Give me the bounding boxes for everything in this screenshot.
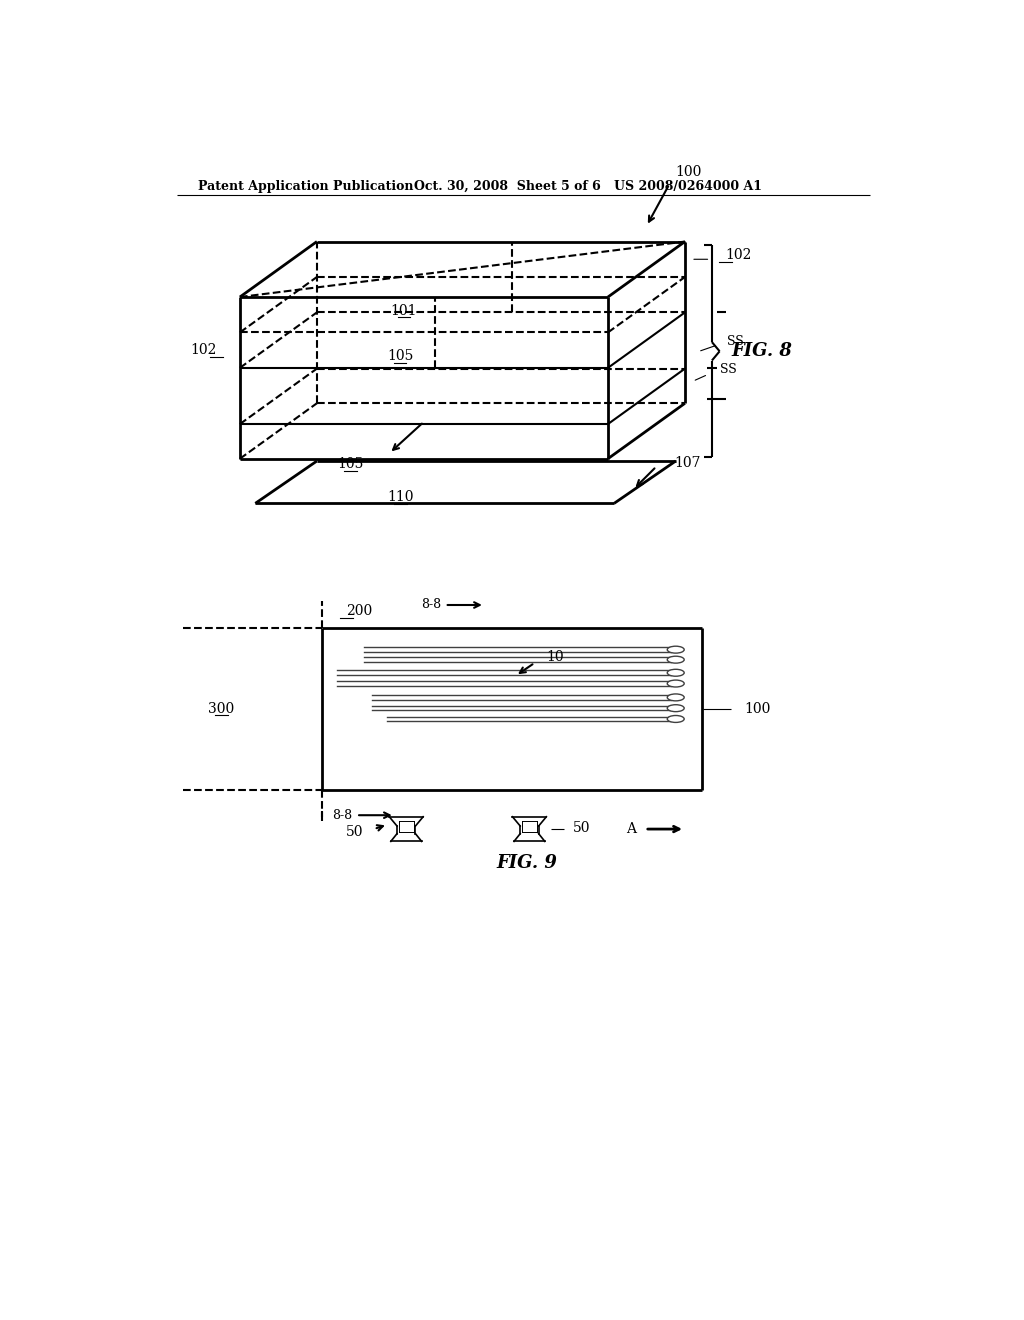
Text: 8-8: 8-8 xyxy=(332,809,352,822)
Ellipse shape xyxy=(668,694,684,701)
Text: 105: 105 xyxy=(338,457,364,471)
Text: FIG. 9: FIG. 9 xyxy=(497,854,557,873)
Text: 8-8: 8-8 xyxy=(421,598,441,611)
Text: 102: 102 xyxy=(726,248,753,263)
Ellipse shape xyxy=(668,705,684,711)
Text: 105: 105 xyxy=(387,350,414,363)
Ellipse shape xyxy=(668,647,684,653)
Text: 10: 10 xyxy=(547,651,564,664)
Text: SS: SS xyxy=(727,335,744,348)
Text: 110: 110 xyxy=(387,490,414,504)
Ellipse shape xyxy=(668,715,684,722)
Text: Patent Application Publication: Patent Application Publication xyxy=(199,180,414,193)
Text: 50: 50 xyxy=(346,825,364,840)
Text: 101: 101 xyxy=(391,304,417,318)
Text: 50: 50 xyxy=(572,821,590,834)
Ellipse shape xyxy=(668,669,684,676)
Text: 200: 200 xyxy=(346,605,373,618)
Text: US 2008/0264000 A1: US 2008/0264000 A1 xyxy=(614,180,762,193)
Text: Oct. 30, 2008  Sheet 5 of 6: Oct. 30, 2008 Sheet 5 of 6 xyxy=(414,180,601,193)
Text: 107: 107 xyxy=(674,457,700,470)
Ellipse shape xyxy=(668,656,684,663)
Text: 300: 300 xyxy=(208,702,234,715)
Text: SS: SS xyxy=(720,363,736,376)
Ellipse shape xyxy=(668,680,684,686)
Text: 100: 100 xyxy=(676,165,702,180)
Text: 102: 102 xyxy=(190,343,217,358)
Text: A: A xyxy=(626,822,636,836)
Text: FIG. 8: FIG. 8 xyxy=(731,342,792,360)
Text: 100: 100 xyxy=(744,702,771,715)
